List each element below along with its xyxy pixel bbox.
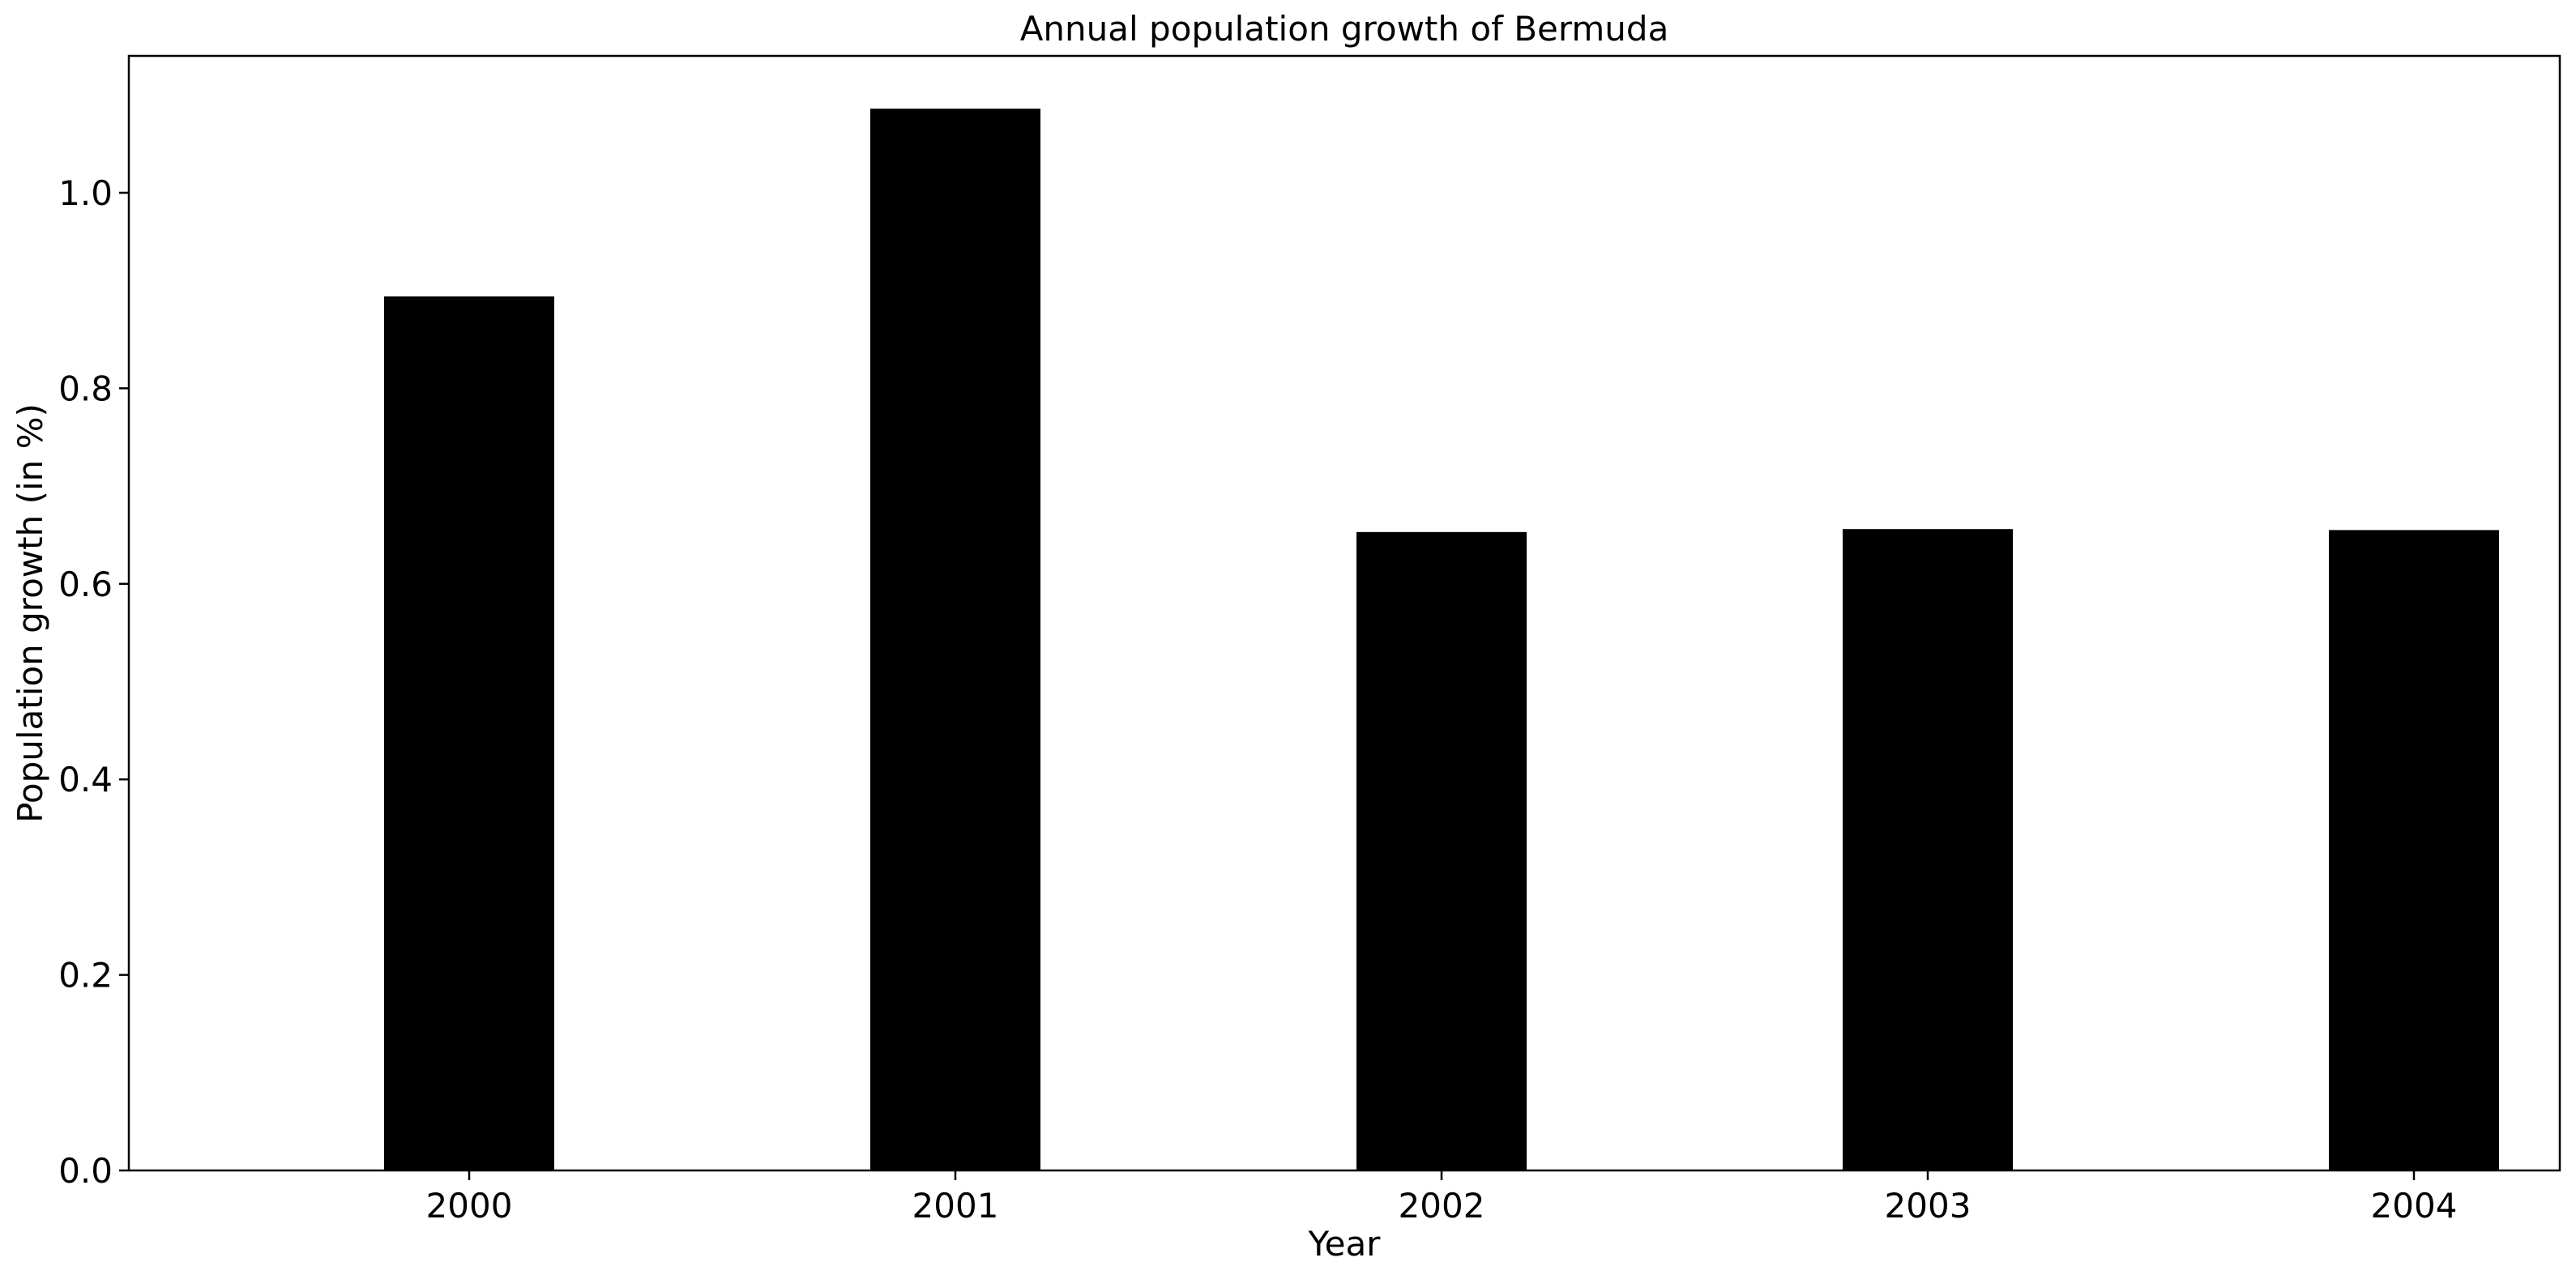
- y-tick-label: 1.0: [58, 173, 113, 213]
- bar-2004: [2329, 530, 2499, 1170]
- x-tick-label: 2001: [912, 1186, 999, 1226]
- y-axis-label: Population growth (in %): [11, 403, 50, 823]
- x-axis: 2000 2001 2002 2003 2004: [426, 1170, 2458, 1226]
- bar-2002: [1356, 531, 1527, 1170]
- chart-title: Annual population growth of Bermuda: [1020, 9, 1669, 49]
- y-axis: 0.0 0.2 0.4 0.6 0.8 1.0: [58, 173, 129, 1191]
- plot-frame: [127, 54, 2561, 1172]
- y-tick-label: 0.2: [58, 956, 113, 995]
- y-tick-label: 0.4: [58, 760, 113, 799]
- bar-2001: [870, 109, 1040, 1171]
- bars-group: [384, 109, 2499, 1171]
- x-tick-label: 2002: [1399, 1186, 1485, 1226]
- x-axis-label: Year: [1308, 1224, 1382, 1264]
- x-tick-label: 2003: [1885, 1186, 1972, 1226]
- bar-2000: [384, 296, 554, 1171]
- x-tick-label: 2004: [2371, 1186, 2458, 1226]
- bar-2003: [1843, 529, 2013, 1170]
- x-tick-label: 2000: [426, 1186, 513, 1226]
- y-tick-label: 0.0: [58, 1151, 113, 1191]
- y-tick-label: 0.6: [58, 565, 113, 604]
- y-tick-label: 0.8: [58, 369, 113, 408]
